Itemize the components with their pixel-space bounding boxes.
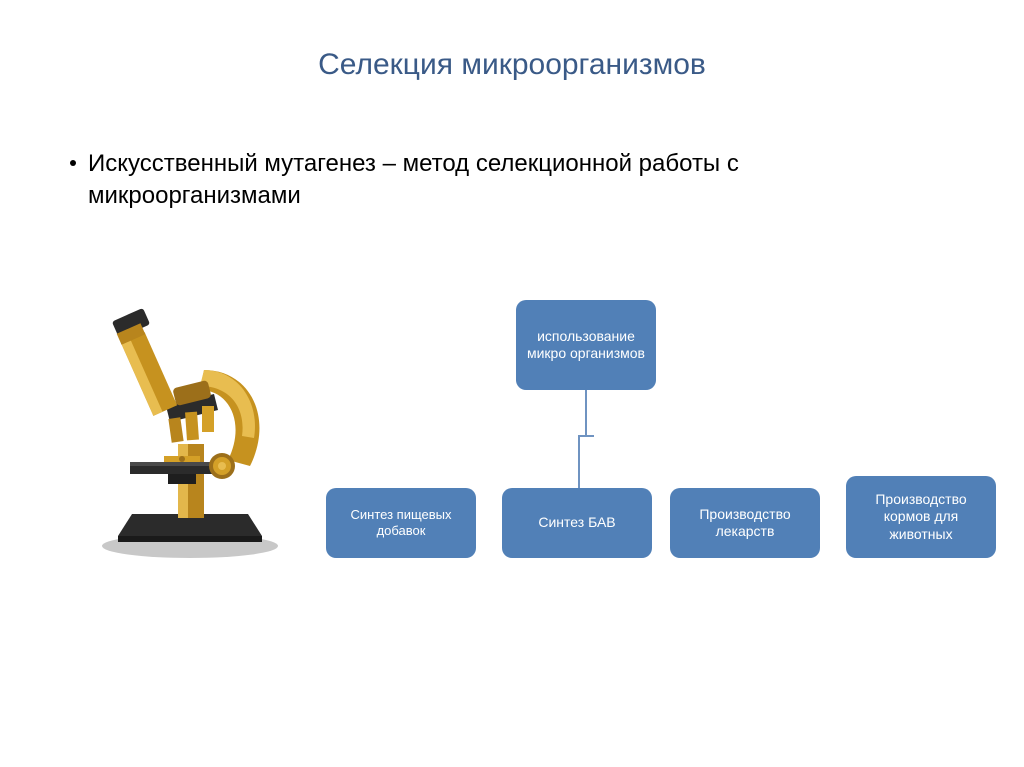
node-child-0: Синтез пищевых добавок <box>326 488 476 558</box>
microscope-icon <box>78 290 298 560</box>
bullet-dot <box>70 160 76 166</box>
node-child-1: Синтез БАВ <box>502 488 652 558</box>
page-title: Селекция микроорганизмов <box>0 0 1024 82</box>
node-root: использование микро организмов <box>516 300 656 390</box>
bullet-item: Искусственный мутагенез – метод селекцио… <box>70 148 954 213</box>
connector-v2 <box>578 435 580 488</box>
bullet-text: Искусственный мутагенез – метод селекцио… <box>88 148 954 213</box>
connector-v1 <box>585 390 587 435</box>
org-chart: использование микро организмов Синтез пи… <box>318 300 1008 630</box>
node-child-3: Производство кормов для животных <box>846 476 996 558</box>
node-child-2: Производство лекарств <box>670 488 820 558</box>
connector-h <box>578 435 594 437</box>
